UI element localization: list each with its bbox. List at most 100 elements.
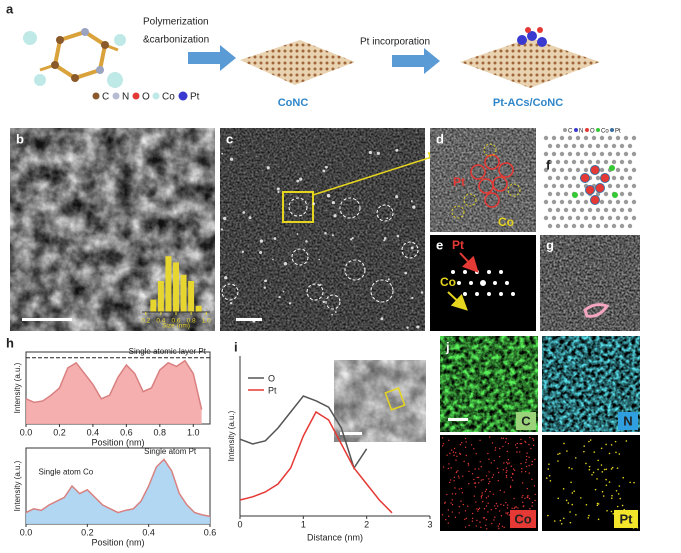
lattice-atom: [563, 159, 569, 165]
line: [25, 458, 211, 518]
x-tick-label: 0: [237, 519, 242, 529]
fft-spot: [463, 270, 467, 274]
dot: [491, 476, 494, 479]
x-tick-label: 0.2: [53, 427, 66, 437]
bright-spot: [242, 211, 246, 214]
bright-spot: [282, 290, 285, 293]
dot: [522, 482, 524, 484]
lattice-atom: [595, 223, 601, 229]
lattice-atom: [599, 151, 605, 157]
lattice-atom: [611, 207, 617, 213]
dot: [488, 471, 490, 473]
pt-atom: [585, 185, 595, 195]
dot: [465, 517, 468, 520]
dot: [526, 496, 529, 498]
co-dots: [441, 436, 536, 530]
co-arrow: [447, 291, 468, 311]
dot: [453, 454, 455, 456]
step-text: Polymerization: [143, 17, 209, 28]
lattice-atom: [563, 143, 569, 149]
dot: [502, 437, 505, 440]
lattice-atom: [627, 159, 633, 165]
dot: [442, 466, 445, 468]
atom-circle: [291, 248, 309, 266]
line: [239, 410, 393, 514]
dot: [448, 463, 450, 465]
dot: [520, 442, 523, 445]
dot: [529, 508, 531, 510]
lattice-atom: [543, 183, 549, 189]
bar: [180, 274, 187, 312]
dot: [455, 459, 457, 461]
dot: [519, 451, 521, 453]
dot: [481, 501, 484, 503]
lattice-atom: [615, 215, 621, 221]
bright-spot: [229, 157, 234, 161]
dot: [588, 514, 590, 517]
dot: [473, 478, 475, 481]
dot: [485, 505, 488, 507]
fft-spot: [511, 292, 515, 296]
lattice-atom: [611, 143, 617, 149]
dot: [583, 450, 585, 453]
product-label: Pt-ACs/CoNC: [493, 97, 563, 109]
line: [25, 359, 203, 410]
dot: [455, 471, 458, 473]
bright-spot: [386, 217, 389, 219]
dot: [580, 497, 582, 499]
lattice-atom: [575, 199, 581, 205]
dot: [499, 447, 501, 450]
dot: [484, 490, 487, 493]
dot: [457, 470, 459, 472]
lattice-atom: [615, 151, 621, 157]
dot: [545, 477, 548, 479]
fft-spot: [493, 281, 497, 285]
lattice-atom: [591, 215, 597, 221]
dot: [504, 441, 507, 443]
dot: [488, 482, 490, 485]
dot: [454, 451, 457, 454]
dot: [569, 521, 572, 524]
bar: [195, 305, 202, 312]
bright-spot: [259, 239, 264, 243]
lattice-atom: [559, 151, 565, 157]
dot: [534, 499, 536, 502]
bar: [165, 256, 172, 312]
bright-spot: [416, 325, 420, 329]
dot: [497, 525, 499, 527]
dot: [615, 451, 617, 454]
dot: [497, 505, 499, 507]
dot: [481, 494, 483, 496]
panel-label: e: [436, 237, 443, 252]
dot: [528, 464, 530, 467]
dot: [571, 503, 574, 506]
dot: [533, 485, 536, 487]
dot: [453, 480, 455, 482]
dot: [506, 461, 508, 463]
dot: [498, 527, 500, 530]
x-tick-label: 0.6: [171, 318, 180, 325]
dot: [511, 472, 514, 475]
co-atom: [609, 165, 615, 171]
lattice-atom: [559, 199, 565, 205]
dot: [525, 465, 528, 468]
dot: [502, 469, 504, 471]
dot: [553, 520, 556, 522]
dot: [476, 519, 478, 522]
panel-label: g: [546, 237, 554, 252]
dot: [474, 486, 477, 488]
dot: [471, 517, 474, 520]
dot: [476, 476, 478, 479]
lattice-atom: [615, 135, 621, 141]
x-axis-label: Size (nm): [162, 323, 190, 330]
pt-dots: [545, 439, 639, 529]
bright-spot: [324, 231, 327, 235]
dot: [570, 481, 572, 484]
fft-spot: [499, 292, 503, 296]
dot: [610, 444, 613, 446]
dot: [605, 468, 608, 471]
lattice-atom: [631, 199, 637, 205]
dot: [506, 470, 508, 472]
bright-spot: [276, 187, 280, 191]
x-tick-label: 0.4: [142, 527, 155, 537]
